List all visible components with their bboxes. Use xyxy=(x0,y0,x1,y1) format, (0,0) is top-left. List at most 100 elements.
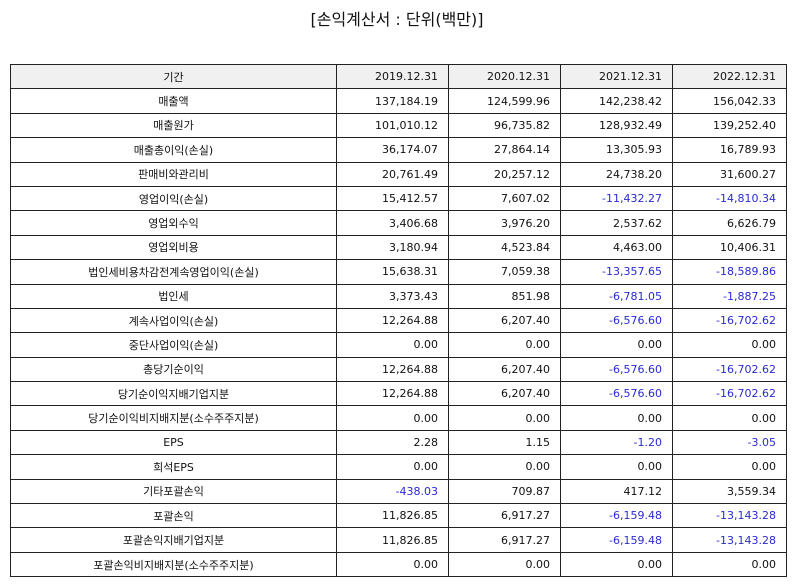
table-row: 희석EPS 0.00 0.00 0.00 0.00 xyxy=(10,454,787,480)
cell-value: 0.00 xyxy=(672,332,787,358)
cell-value: 0.00 xyxy=(336,454,449,480)
cell-value: -16,702.62 xyxy=(672,307,787,334)
cell-value: -16,702.62 xyxy=(672,356,787,383)
cell-value: 124,599.96 xyxy=(448,88,561,114)
cell-value: 139,252.40 xyxy=(672,112,787,139)
cell-value: 6,917.27 xyxy=(448,503,561,529)
row-label: 당기순이익비지배지분(소수주주지분) xyxy=(10,405,337,431)
row-label: 계속사업이익(손실) xyxy=(10,307,337,334)
title: [손익계산서 : 단위(백만)] xyxy=(310,10,484,29)
cell-value: -16,702.62 xyxy=(672,381,787,407)
row-label: 법인세 xyxy=(10,283,337,309)
cell-value: 0.00 xyxy=(560,332,673,358)
cell-value: 1.15 xyxy=(448,429,561,456)
cell-value: 3,406.68 xyxy=(336,210,449,236)
cell-value: 0.00 xyxy=(560,405,673,431)
cell-value: 27,864.14 xyxy=(448,137,561,163)
cell-value: -6,576.60 xyxy=(560,356,673,383)
table-row: 매출원가 101,010.12 96,735.82 128,932.49 139,252… xyxy=(10,112,787,139)
table-row: 포괄손익지배기업지분 11,826.85 6,917.27 -6,159.48 -13,… xyxy=(10,527,787,553)
cell-value: 0.00 xyxy=(560,454,673,480)
cell-value: 4,463.00 xyxy=(560,234,673,261)
cell-value: 851.98 xyxy=(448,283,561,309)
cell-value: 20,257.12 xyxy=(448,161,561,187)
table-row: 총당기순이익 12,264.88 6,207.40 -6,576.60 -16,702.… xyxy=(10,356,787,383)
income-table: 기간 2019.12.31 2020.12.31 2021.12.31 2022.12.… xyxy=(10,63,787,578)
row-label: 영업이익(손실) xyxy=(10,185,337,212)
row-label: 희석EPS xyxy=(10,454,337,480)
cell-value: 0.00 xyxy=(336,332,449,358)
cell-value: -13,143.28 xyxy=(672,527,787,553)
cell-value: 3,976.20 xyxy=(448,210,561,236)
cell-value: 0.00 xyxy=(448,454,561,480)
row-label: 영업외비용 xyxy=(10,234,337,261)
cell-value: 0.00 xyxy=(672,551,787,578)
table-row: 포괄손익 11,826.85 6,917.27 -6,159.48 -13,143.28 xyxy=(10,503,787,529)
row-label: 기타포괄손익 xyxy=(10,478,337,505)
cell-value: 0.00 xyxy=(336,405,449,431)
cell-value: 2.28 xyxy=(336,429,449,456)
column-header: 2020.12.31 xyxy=(448,63,561,90)
table-row: EPS 2.28 1.15 -1.20 -3.05 xyxy=(10,429,787,456)
cell-value: 0.00 xyxy=(672,454,787,480)
header-row: 기간 2019.12.31 2020.12.31 2021.12.31 2022.12.… xyxy=(10,63,787,90)
row-label: 매출원가 xyxy=(10,112,337,139)
cell-value: 0.00 xyxy=(672,405,787,431)
cell-value: 137,184.19 xyxy=(336,88,449,114)
table-row: 계속사업이익(손실) 12,264.88 6,207.40 -6,576.60 -16,… xyxy=(10,307,787,334)
cell-value: -18,589.86 xyxy=(672,259,787,285)
table-row: 당기순이익비지배지분(소수주주지분) 0.00 0.00 0.00 0.00 xyxy=(10,405,787,431)
cell-value: 101,010.12 xyxy=(336,112,449,139)
column-header: 2021.12.31 xyxy=(560,63,673,90)
cell-value: -6,781.05 xyxy=(560,283,673,309)
table-row: 영업외비용 3,180.94 4,523.84 4,463.00 10,406.31 xyxy=(10,234,787,261)
cell-value: 3,559.34 xyxy=(672,478,787,505)
table-row: 기타포괄손익 -438.03 709.87 417.12 3,559.34 xyxy=(10,478,787,505)
row-label: 총당기순이익 xyxy=(10,356,337,383)
cell-value: 128,932.49 xyxy=(560,112,673,139)
row-label: 당기순이익지배기업지분 xyxy=(10,381,337,407)
cell-value: 15,638.31 xyxy=(336,259,449,285)
cell-value: -11,432.27 xyxy=(560,185,673,212)
cell-value: 7,607.02 xyxy=(448,185,561,212)
cell-value: 709.87 xyxy=(448,478,561,505)
cell-value: 96,735.82 xyxy=(448,112,561,139)
cell-value: 20,761.49 xyxy=(336,161,449,187)
cell-value: 2,537.62 xyxy=(560,210,673,236)
cell-value: 142,238.42 xyxy=(560,88,673,114)
cell-value: 10,406.31 xyxy=(672,234,787,261)
cell-value: 3,373.43 xyxy=(336,283,449,309)
cell-value: 16,789.93 xyxy=(672,137,787,163)
cell-value: -438.03 xyxy=(336,478,449,505)
row-label: 포괄손익지배기업지분 xyxy=(10,527,337,553)
cell-value: 156,042.33 xyxy=(672,88,787,114)
cell-value: 417.12 xyxy=(560,478,673,505)
cell-value: -13,143.28 xyxy=(672,503,787,529)
cell-value: 6,207.40 xyxy=(448,381,561,407)
cell-value: 6,626.79 xyxy=(672,210,787,236)
cell-value: 13,305.93 xyxy=(560,137,673,163)
cell-value: 11,826.85 xyxy=(336,527,449,553)
table-row: 영업이익(손실) 15,412.57 7,607.02 -11,432.27 -14,8… xyxy=(10,185,787,212)
cell-value: 3,180.94 xyxy=(336,234,449,261)
table-row: 당기순이익지배기업지분 12,264.88 6,207.40 -6,576.60 -16… xyxy=(10,381,787,407)
column-header: 2019.12.31 xyxy=(336,63,449,90)
cell-value: 4,523.84 xyxy=(448,234,561,261)
table-row: 법인세비용차감전계속영업이익(손실) 15,638.31 7,059.38 -13,3… xyxy=(10,259,787,285)
cell-value: 0.00 xyxy=(448,332,561,358)
table-row: 포괄손익비지배지분(소수주주지분) 0.00 0.00 0.00 0.00 xyxy=(10,551,787,578)
cell-value: 31,600.27 xyxy=(672,161,787,187)
cell-value: 24,738.20 xyxy=(560,161,673,187)
cell-value: 6,207.40 xyxy=(448,307,561,334)
cell-value: 12,264.88 xyxy=(336,381,449,407)
cell-value: 0.00 xyxy=(448,405,561,431)
table-row: 영업외수익 3,406.68 3,976.20 2,537.62 6,626.79 xyxy=(10,210,787,236)
row-label: 기간 xyxy=(10,63,337,90)
table-row: 판매비와관리비 20,761.49 20,257.12 24,738.20 31,600… xyxy=(10,161,787,187)
cell-value: -6,159.48 xyxy=(560,503,673,529)
cell-value: -1.20 xyxy=(560,429,673,456)
cell-value: 0.00 xyxy=(560,551,673,578)
cell-value: 6,917.27 xyxy=(448,527,561,553)
cell-value: -6,576.60 xyxy=(560,381,673,407)
